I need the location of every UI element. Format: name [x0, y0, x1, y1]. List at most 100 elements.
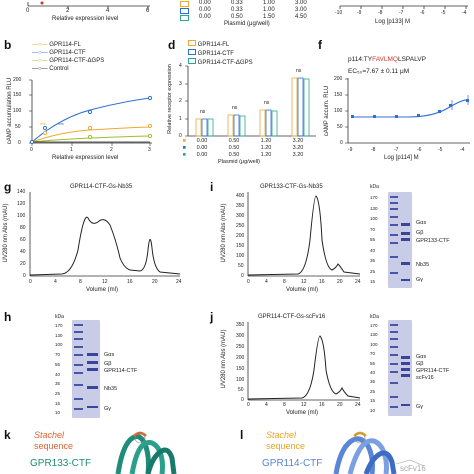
tick-y: 60 — [20, 237, 26, 243]
band-label: Gγ — [416, 277, 424, 283]
tick-y: 150 — [334, 92, 343, 98]
tick-x: 16 — [127, 279, 133, 285]
tick-y: 50 — [238, 263, 244, 269]
cell: 1.00 — [263, 7, 275, 13]
x-axis-label: Relative expression level — [52, 16, 119, 22]
tick-x-4: 4 — [106, 8, 110, 14]
panel-label-j: j — [210, 310, 214, 324]
receptor-label: GPR114-CTF — [262, 458, 323, 469]
legend-d: GPR114-FL GPR114-CTF GPR114-CTF-ΔGPS — [188, 40, 253, 67]
tick-x: 8 — [283, 402, 286, 408]
x-axis-label: Log [p133] M — [375, 19, 411, 25]
band-label: Nb35 — [416, 262, 430, 268]
gel-bands — [390, 196, 410, 281]
tick-y: 200 — [236, 233, 245, 239]
tick-x: -5 — [438, 147, 443, 153]
band-label: Gαs — [416, 220, 427, 226]
x-axis-label: Relative expression level — [52, 155, 119, 161]
plot-b — [29, 79, 153, 146]
sig-label: ns — [264, 100, 270, 106]
tick-x-0: 0 — [26, 8, 30, 14]
sig-label: ns — [200, 109, 206, 115]
cell: 0.00 — [199, 7, 211, 13]
tick-y: 40 — [20, 249, 26, 255]
plot-d — [185, 65, 316, 137]
cell: 0.33 — [231, 0, 243, 6]
legend-item: GPR114-CTF-ΔGPS — [188, 58, 253, 67]
tick-x: 4 — [54, 279, 57, 285]
tick-x: -4 — [460, 147, 465, 153]
panel-g: GPR114-CTF-Gs-Nb35 0 4 8 12 16 20 24 Vol… — [0, 180, 200, 298]
tick-y: 140 — [17, 189, 26, 195]
cell: 3.00 — [295, 7, 307, 13]
receptor-label: GPR133-CTF — [30, 458, 92, 469]
sig-annotation: *** — [40, 123, 46, 129]
y-axis-label: cAMP accumulation RLU — [7, 77, 13, 145]
band-label: Gγ — [416, 404, 424, 410]
band-label: Gγ — [104, 406, 112, 412]
tick-y: 3 — [179, 81, 182, 87]
chromatogram-title: GPR114-CTF-Gs-scFv16 — [258, 314, 326, 320]
cell: 0.00 — [199, 14, 211, 20]
band-label: GPR133-CTF — [416, 238, 450, 244]
cell: 0.50 — [231, 14, 243, 20]
gel-bands — [74, 324, 98, 410]
y-axis-label: UV280 nm Abs (mAU) — [221, 329, 227, 389]
gel-kda-label: kDa — [55, 314, 64, 320]
tick-y: 350 — [236, 203, 245, 209]
tick-x: 8 — [79, 279, 82, 285]
top-right-panel-fragment: -10 -9 -8 -7 -6 -5 -4 Log [p133] M — [330, 0, 474, 30]
x-axis-label: Plasmid (μg/well) — [218, 159, 260, 165]
tick-y: 100 — [334, 108, 343, 114]
partner-label: scFv16 — [400, 464, 426, 473]
sig-label: ns — [232, 105, 238, 111]
cell: 0.00 — [199, 0, 211, 6]
cell: 0.33 — [231, 7, 243, 13]
plasmid-label: Plasmid (μg/well) — [224, 21, 270, 27]
legend-item: GPR114-FL — [188, 40, 253, 49]
tick-y: 250 — [236, 344, 245, 350]
panel-label-g: g — [4, 180, 12, 194]
panel-label-b: b — [4, 38, 12, 52]
tick: -8 — [378, 10, 383, 16]
gel-image-h — [72, 320, 100, 418]
stachel-label: Stachel — [34, 430, 65, 440]
tick-x: 20 — [152, 279, 158, 285]
tick-y: 0 — [18, 140, 21, 146]
tick-y: 0 — [241, 273, 244, 279]
y-axis-label: UV280 nm Abs (mAU) — [3, 203, 9, 263]
panel-k: Stachel sequence GPR133-CTF — [0, 428, 210, 474]
tick-x: 24 — [176, 279, 182, 285]
tick-y: 200 — [13, 77, 22, 83]
plasmid-table-d: ■ 0.00 0.50 1.20 3.20 ■ 0.00 0.50 1.20 3… — [164, 138, 314, 166]
gel-kda-label: kDa — [370, 314, 379, 320]
panel-d: GPR114-FL GPR114-CTF GPR114-CTF-ΔGPS ns … — [167, 38, 318, 173]
tick: -10 — [335, 10, 343, 16]
tick-y: 20 — [20, 261, 26, 267]
tick-y: 4 — [179, 63, 182, 69]
cell: 1.00 — [263, 0, 275, 6]
tick-x: -8 — [371, 147, 376, 153]
panel-label-i: i — [210, 180, 214, 194]
panel-label-k: k — [4, 428, 11, 442]
tick-x-2: 2 — [66, 8, 70, 14]
tick-y: 200 — [334, 76, 343, 82]
tick: -7 — [399, 10, 404, 16]
band-label: Gβ — [416, 230, 424, 236]
plasmid-row-2: 0.00 0.33 1.00 3.00 — [180, 7, 317, 14]
tick-y: 100 — [17, 213, 26, 219]
tick-y: 0 — [241, 397, 244, 403]
band-label: Nb35 — [104, 386, 118, 392]
plasmid-row-3: 0.00 0.50 1.50 4.50 — [180, 14, 317, 21]
tick: -4 — [462, 10, 467, 16]
tick-x: 0 — [29, 279, 32, 285]
tick-x: 20 — [337, 402, 343, 408]
tick-x: 12 — [301, 279, 307, 285]
tick-y: 50 — [337, 124, 343, 130]
y-axis-label: cAMP accum. RLU — [324, 85, 330, 137]
chromatogram-j — [247, 322, 361, 401]
band-label: Gβ — [104, 361, 112, 367]
tick-y: 0 — [179, 133, 182, 139]
tick-x: 12 — [102, 279, 108, 285]
band-label: Gαs — [416, 354, 427, 360]
